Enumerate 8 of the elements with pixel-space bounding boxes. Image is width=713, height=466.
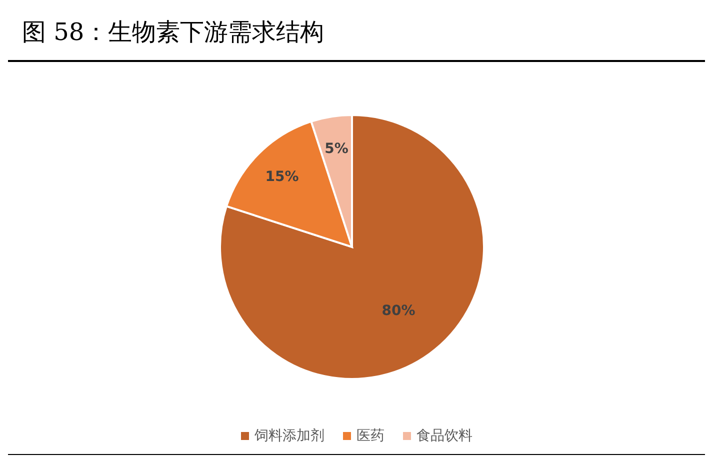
chart-title: 图 58：生物素下游需求结构: [21, 17, 326, 48]
data-label: 15%: [265, 168, 299, 185]
pie-slice: [219, 114, 485, 380]
legend-label: 饲料添加剂: [254, 427, 324, 445]
data-label: 80%: [382, 303, 416, 320]
legend-label: 食品饮料: [416, 427, 472, 445]
data-label: 5%: [324, 141, 348, 158]
legend-label: 医药: [356, 427, 384, 445]
